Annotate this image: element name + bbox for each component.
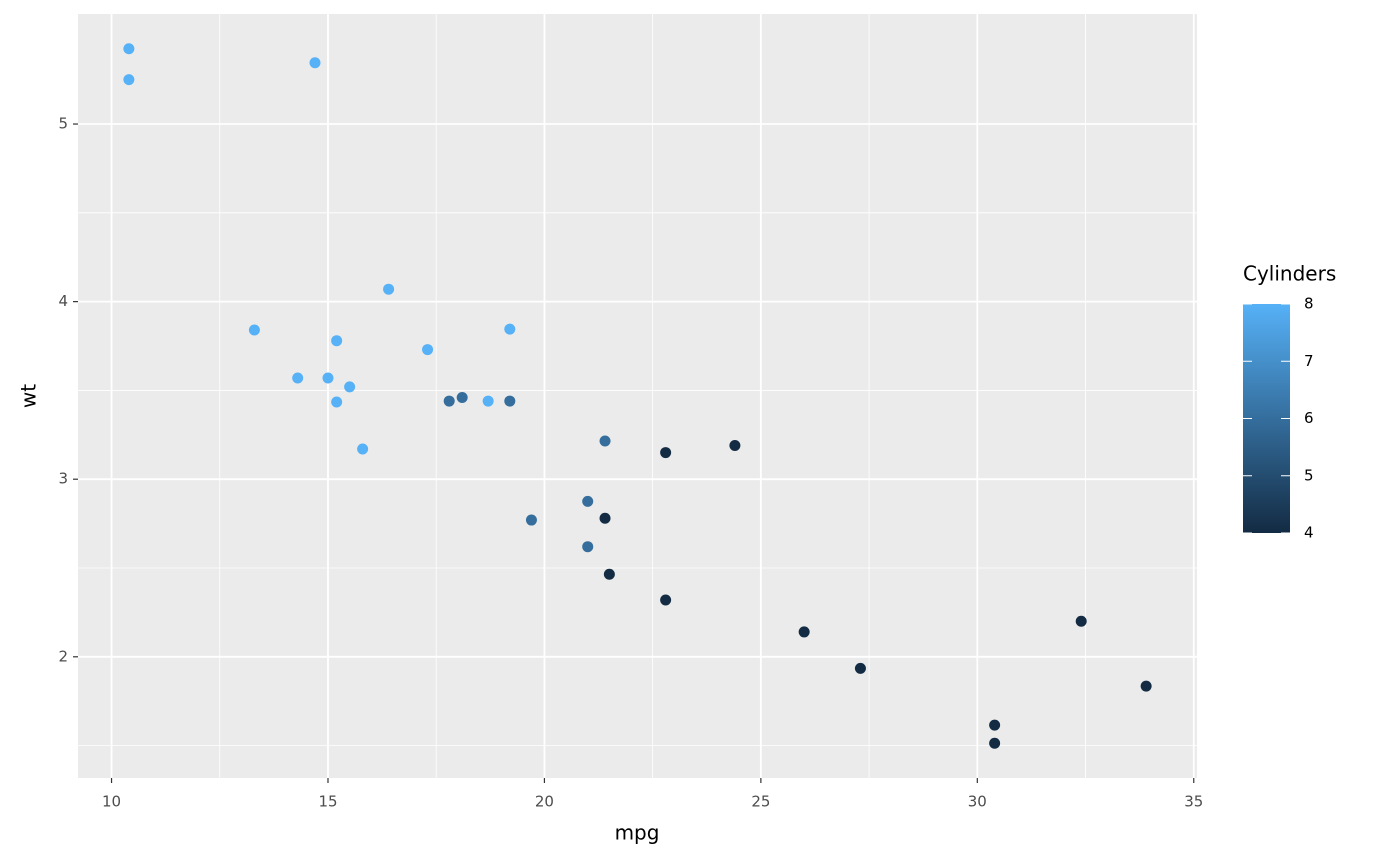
legend-label: 8 (1304, 295, 1314, 313)
point (599, 512, 611, 524)
point (123, 43, 135, 55)
point (599, 435, 611, 447)
point (989, 719, 1001, 731)
x-tick-label: 15 (318, 793, 337, 811)
x-tick-label: 20 (535, 793, 554, 811)
point (525, 514, 537, 526)
y-axis-title: wt (17, 384, 41, 408)
point (660, 447, 672, 459)
point (344, 381, 356, 393)
point (1140, 680, 1152, 692)
x-tick-label: 10 (102, 793, 121, 811)
legend-label: 4 (1304, 524, 1314, 542)
point (443, 395, 455, 407)
point (989, 737, 1001, 749)
x-tick-label: 30 (968, 793, 987, 811)
x-axis-title: mpg (615, 821, 660, 845)
point (322, 372, 334, 384)
legend-label: 6 (1304, 409, 1314, 427)
point (331, 396, 343, 408)
point (582, 495, 594, 507)
point (729, 439, 741, 451)
point (123, 74, 135, 86)
point (248, 324, 260, 336)
point (798, 626, 810, 638)
point (504, 395, 516, 407)
point (660, 594, 672, 606)
point (504, 323, 516, 335)
y-tick-label: 3 (58, 470, 68, 488)
point (383, 283, 395, 295)
legend-label: 7 (1304, 352, 1314, 370)
panel (78, 14, 1197, 778)
point (357, 443, 369, 455)
point (292, 372, 304, 384)
point (854, 662, 866, 674)
y-tick-label: 2 (58, 647, 68, 665)
y-tick-label: 5 (58, 115, 68, 133)
point (482, 395, 494, 407)
x-tick-label: 35 (1184, 793, 1203, 811)
point (582, 541, 594, 553)
y-tick-label: 4 (58, 292, 68, 310)
point (331, 335, 343, 347)
point (603, 568, 615, 580)
point (456, 392, 468, 404)
legend-title: Cylinders (1243, 262, 1336, 286)
point (309, 57, 321, 69)
legend-label: 5 (1304, 466, 1314, 484)
point (422, 344, 434, 356)
x-tick-label: 25 (751, 793, 770, 811)
point (1075, 615, 1087, 627)
